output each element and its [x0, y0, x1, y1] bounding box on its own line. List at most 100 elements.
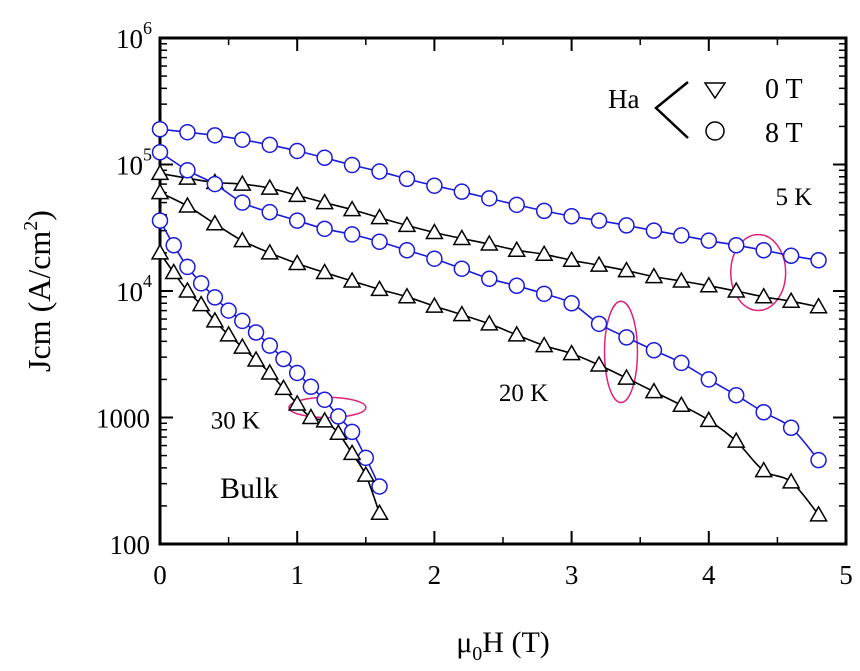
annotation-label: Bulk [220, 472, 278, 505]
data-point-triangle [425, 296, 444, 313]
data-point-triangle [164, 263, 184, 280]
data-point-circle [234, 131, 251, 148]
data-point-circle [453, 183, 471, 200]
data-point-triangle [219, 325, 238, 342]
data-point-triangle [205, 311, 225, 328]
data-point-triangle [781, 291, 801, 308]
series-4 [150, 183, 828, 522]
data-point-triangle [397, 287, 417, 304]
legend-title: Ha [608, 84, 639, 114]
data-point-triangle [507, 325, 527, 342]
data-point-triangle [260, 178, 280, 195]
legend-label-8t: 8 T [765, 118, 803, 149]
data-point-triangle [342, 271, 362, 288]
data-point-triangle [150, 183, 170, 200]
data-point-circle [782, 419, 800, 436]
legend: Ha 0 T 8 T [608, 74, 803, 149]
x-tick-label: 5 [839, 560, 853, 590]
data-point-circle [247, 324, 265, 341]
data-point-circle [508, 277, 525, 295]
data-point-triangle [534, 244, 554, 262]
data-point-circle [179, 123, 196, 141]
data-point-circle [535, 202, 553, 220]
data-point-circle [481, 270, 498, 287]
data-point-circle [206, 127, 224, 144]
data-point-triangle [301, 407, 321, 425]
data-point-triangle [370, 503, 389, 521]
data-point-triangle [191, 295, 211, 312]
data-point-triangle [233, 231, 252, 248]
data-point-triangle [425, 222, 444, 240]
x-tick-label: 3 [565, 560, 579, 590]
data-point-triangle [150, 163, 170, 181]
y-tick-label: 106 [116, 18, 152, 54]
data-point-triangle [315, 263, 334, 280]
data-point-triangle [356, 465, 376, 482]
data-point-triangle [562, 344, 581, 361]
data-point-circle [316, 149, 333, 167]
data-point-triangle [589, 355, 609, 372]
data-point-circle [398, 170, 416, 188]
data-point-triangle [809, 297, 828, 314]
data-point-circle [343, 423, 361, 441]
data-point-circle [755, 241, 772, 259]
data-point-circle [261, 203, 279, 221]
data-point-circle [673, 227, 690, 244]
data-point-triangle [370, 279, 389, 297]
data-point-circle [618, 329, 635, 346]
data-point-circle [371, 478, 388, 495]
data-point-circle [179, 258, 196, 276]
data-point-triangle [507, 240, 527, 257]
legend-bracket [654, 81, 689, 139]
data-point-circle [357, 449, 375, 467]
data-point-triangle [370, 208, 389, 225]
series-2 [150, 163, 828, 314]
x-tick-label: 1 [290, 560, 304, 590]
data-point-triangle [452, 305, 472, 322]
data-point-triangle [534, 336, 554, 353]
x-tick-label: 2 [428, 560, 442, 590]
data-point-circle [275, 350, 292, 368]
x-tick-label: 0 [153, 560, 167, 590]
data-point-circle [206, 175, 224, 193]
data-point-circle [481, 190, 498, 207]
legend-label-0t: 0 T [765, 74, 803, 105]
data-point-triangle [754, 287, 773, 304]
data-point-triangle [329, 423, 348, 441]
x-axis-label: μ0H (T) [456, 626, 550, 665]
data-point-circle [590, 315, 608, 333]
data-point-circle [563, 207, 580, 225]
data-point-circle [810, 252, 827, 269]
data-point-circle [192, 275, 210, 292]
x-tick-label: 4 [702, 560, 716, 590]
data-point-circle [535, 285, 553, 303]
data-point-circle [316, 391, 333, 409]
data-point-circle [727, 386, 745, 404]
data-point-triangle [342, 200, 362, 217]
data-point-triangle [781, 472, 801, 489]
data-point-circle [426, 250, 443, 267]
data-point-triangle [699, 276, 719, 293]
data-point-triangle [644, 267, 664, 284]
data-point-circle [343, 226, 361, 243]
annotation-label: 5 K [775, 184, 812, 211]
data-point-triangle [754, 461, 773, 478]
axis-ticks: 0 1 2 3 4 5 100 1000 104 105 106 [96, 18, 853, 590]
annotations: 5 K 20 K 30 K Bulk [211, 184, 812, 505]
series-3 [151, 143, 827, 469]
data-point-circle [700, 232, 718, 249]
data-point-circle [508, 196, 525, 214]
data-point-triangle [233, 174, 252, 191]
data-point-circle [234, 312, 251, 330]
data-point-circle [302, 378, 320, 396]
legend-triangle-marker [703, 82, 727, 100]
data-point-triangle [287, 185, 307, 203]
highlight-ellipse [730, 233, 787, 312]
series-1 [151, 120, 827, 269]
data-point-circle [261, 337, 279, 354]
data-point-triangle [809, 505, 828, 522]
data-point-circle [206, 289, 224, 306]
data-point-triangle [726, 431, 746, 448]
data-point-circle [371, 233, 388, 251]
